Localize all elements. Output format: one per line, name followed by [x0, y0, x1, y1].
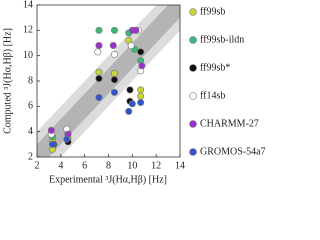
legend-label: GROMOS-54a7 [200, 146, 266, 157]
point [137, 92, 145, 100]
legend-label: ff99sb [200, 6, 225, 17]
y-tick-label: 4 [28, 126, 33, 137]
legend-label: CHARMM-27 [200, 118, 259, 129]
y-tick-label: 2 [28, 151, 33, 162]
legend-marker [189, 36, 197, 44]
point [110, 76, 118, 84]
point [63, 135, 71, 143]
point [138, 62, 146, 70]
bands [37, 5, 180, 157]
x-tick-label: 4 [58, 160, 63, 171]
legend-label: ff14sb [200, 90, 225, 101]
legend-marker [189, 148, 197, 156]
y-tick-label: 8 [28, 75, 33, 86]
point [47, 126, 55, 134]
point [127, 42, 135, 50]
y-tick-label: 12 [23, 25, 33, 36]
point [132, 26, 140, 34]
x-tick-label: 14 [175, 160, 185, 171]
point [110, 50, 118, 58]
band [37, 5, 180, 157]
y-tick-label: 6 [28, 101, 33, 112]
x-axis-label: Experimental ³J(Hα,Hβ) [Hz] [49, 174, 167, 185]
point [110, 88, 118, 96]
y-tick-label: 14 [23, 0, 33, 10]
y-tick-label: 10 [23, 50, 33, 61]
legend-marker [189, 64, 197, 72]
point [48, 140, 56, 148]
point [137, 86, 145, 94]
y-axis-label: Computed ³J(Hα,Hβ) [Hz] [2, 28, 13, 134]
point [126, 86, 134, 94]
point [110, 26, 118, 34]
legend-marker [189, 92, 197, 100]
points [47, 26, 146, 153]
point [95, 42, 103, 50]
x-tick-label: 12 [151, 160, 161, 171]
legend-label: ff99sb* [200, 62, 230, 73]
point [95, 74, 103, 82]
x-tick-label: 6 [82, 160, 87, 171]
point [128, 100, 136, 108]
x-tick-label: 8 [106, 160, 111, 171]
point [125, 107, 133, 115]
x-tick-label: 2 [35, 160, 40, 171]
point [137, 48, 145, 56]
chart: Experimental ³J(Hα,Hβ) [Hz] Computed ³J(… [2, 0, 266, 185]
point [137, 99, 145, 107]
legend-marker [189, 8, 197, 16]
point [94, 48, 102, 56]
legend-label: ff99sb-ildn [200, 34, 244, 45]
point [109, 42, 117, 50]
x-tick-label: 10 [127, 160, 137, 171]
legend-marker [189, 120, 197, 128]
point [95, 26, 103, 34]
point [95, 93, 103, 101]
point [95, 68, 103, 76]
point [110, 69, 118, 77]
